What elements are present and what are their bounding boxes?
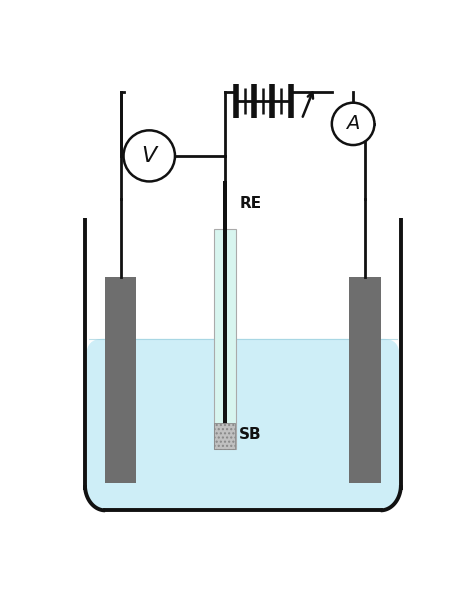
Bar [223,229,227,444]
Circle shape [332,103,374,145]
Bar [214,424,235,448]
FancyBboxPatch shape [87,339,399,509]
Bar [223,181,227,229]
Text: WE: WE [107,254,135,269]
Text: CE: CE [355,254,376,269]
Circle shape [124,130,175,181]
Text: A: A [346,115,360,134]
Bar [349,277,381,483]
Text: V: V [142,146,157,166]
Text: SB: SB [238,428,261,443]
Bar [105,277,137,483]
Text: RE: RE [239,197,261,211]
Bar [213,229,236,448]
